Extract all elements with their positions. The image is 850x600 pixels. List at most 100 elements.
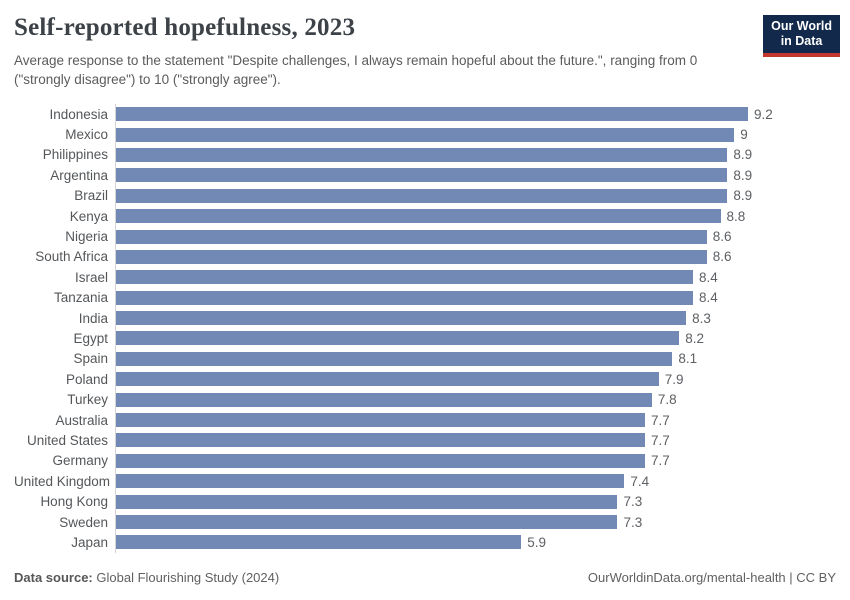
bar[interactable]: [116, 433, 645, 448]
country-label: Indonesia: [49, 106, 108, 122]
bar-chart: Indonesia 9.2 Mexico 9 Philippines 8.9 Argenti…: [14, 104, 836, 553]
bar-row: Philippines 8.9: [14, 144, 836, 166]
bar[interactable]: [116, 392, 652, 407]
bar-track: 8.4: [115, 287, 836, 308]
bar-row: Brazil 8.9: [14, 185, 836, 206]
bar[interactable]: [116, 127, 735, 142]
credit-url: OurWorldinData.org/mental-health | CC BY: [587, 570, 836, 585]
bar-row: Turkey 7.8: [14, 389, 836, 410]
country-label: Turkey: [67, 392, 108, 408]
value-label: 8.9: [733, 167, 753, 183]
bar-row: Mexico 9: [14, 124, 836, 145]
value-label: 7.8: [657, 392, 677, 408]
chart-footer: Data source: Global Flourishing Study (2…: [14, 570, 836, 585]
bar-track: 8.1: [115, 348, 836, 370]
data-source: Data source: Global Flourishing Study (2…: [14, 570, 279, 585]
value-label: 8.6: [712, 229, 732, 245]
bar-row: Egypt 8.2: [14, 328, 836, 349]
country-label: South Africa: [35, 249, 108, 265]
bar-row: Nigeria 8.6: [14, 226, 836, 247]
country-label: Israel: [74, 269, 108, 285]
country-label: Spain: [73, 351, 108, 367]
bar-row: India 8.3: [14, 307, 836, 329]
bar-row: Argentina 8.9: [14, 165, 836, 186]
bar-row: United Kingdom 7.4: [14, 471, 836, 492]
bar-track: 8.4: [115, 267, 836, 288]
value-label: 7.7: [650, 453, 670, 469]
owid-logo: Our World in Data: [763, 15, 840, 57]
bar-row: Poland 7.9: [14, 369, 836, 390]
bar-track: 7.7: [115, 450, 836, 472]
value-label: 9: [740, 127, 748, 143]
country-label: Argentina: [50, 167, 108, 183]
country-label: Nigeria: [65, 229, 108, 245]
value-label: 7.7: [650, 432, 670, 448]
country-label: Poland: [65, 371, 108, 387]
bar[interactable]: [116, 535, 522, 550]
page-title: Self-reported hopefulness, 2023: [14, 14, 356, 41]
value-label: 8.9: [733, 147, 753, 163]
bar[interactable]: [116, 311, 687, 326]
bar-track: 7.7: [115, 409, 836, 431]
value-label: 7.3: [623, 514, 643, 530]
bar-track: 8.9: [115, 144, 836, 166]
bar-row: United States 7.7: [14, 430, 836, 451]
bar-row: Tanzania 8.4: [14, 287, 836, 308]
value-label: 8.9: [733, 188, 753, 204]
bar[interactable]: [116, 494, 618, 509]
value-label: 7.9: [664, 371, 684, 387]
bar[interactable]: [116, 249, 707, 264]
value-label: 7.3: [623, 494, 643, 510]
bar-track: 8.9: [115, 185, 836, 206]
bar[interactable]: [116, 188, 728, 203]
bar[interactable]: [116, 270, 694, 285]
value-label: 8.4: [699, 269, 718, 285]
country-label: Sweden: [59, 514, 108, 530]
country-label: United Kingdom: [14, 473, 111, 489]
bar-track: 7.3: [115, 491, 836, 512]
value-label: 5.9: [527, 534, 547, 550]
country-label: Australia: [55, 412, 108, 428]
country-label: Egypt: [73, 330, 108, 346]
bar-track: 9: [115, 124, 836, 145]
bar-row: Hong Kong 7.3: [14, 491, 836, 512]
country-label: India: [78, 310, 108, 326]
bar-row: South Africa 8.6: [14, 246, 836, 268]
value-label: 8.2: [685, 330, 705, 346]
bar[interactable]: [116, 290, 694, 305]
bar[interactable]: [116, 331, 680, 346]
bar-row: Sweden 7.3: [14, 511, 836, 533]
bar[interactable]: [116, 474, 625, 489]
bar[interactable]: [116, 107, 748, 122]
country-label: Philippines: [42, 147, 108, 163]
country-label: Brazil: [74, 188, 108, 204]
country-label: Hong Kong: [40, 494, 108, 510]
bar[interactable]: [116, 372, 659, 387]
bar[interactable]: [116, 147, 728, 162]
bar-track: 8.8: [115, 205, 836, 227]
bar-track: 8.6: [115, 246, 836, 268]
bar-row: Japan 5.9: [14, 532, 836, 553]
bar-track: 7.4: [115, 471, 836, 492]
country-label: Germany: [52, 453, 108, 469]
value-label: 7.7: [650, 412, 670, 428]
bar[interactable]: [116, 453, 645, 468]
country-label: Japan: [71, 534, 108, 550]
data-source-label: Data source:: [14, 570, 93, 585]
bar[interactable]: [116, 209, 721, 224]
bar-track: 8.6: [115, 226, 836, 247]
value-label: 8.4: [699, 290, 718, 306]
value-label: 8.1: [678, 351, 698, 367]
value-label: 9.2: [754, 106, 773, 122]
bar[interactable]: [116, 515, 618, 529]
bar[interactable]: [116, 168, 728, 183]
owid-logo-line1: Our World: [771, 19, 832, 33]
bar[interactable]: [116, 229, 707, 244]
chart-subtitle: Average response to the statement "Despi…: [14, 53, 698, 87]
bar[interactable]: [116, 413, 645, 428]
bar[interactable]: [116, 351, 673, 366]
bar-row: Indonesia 9.2: [14, 104, 836, 125]
country-label: Mexico: [65, 127, 108, 143]
bar-track: 8.2: [115, 328, 836, 349]
bar-track: 7.3: [115, 511, 836, 533]
